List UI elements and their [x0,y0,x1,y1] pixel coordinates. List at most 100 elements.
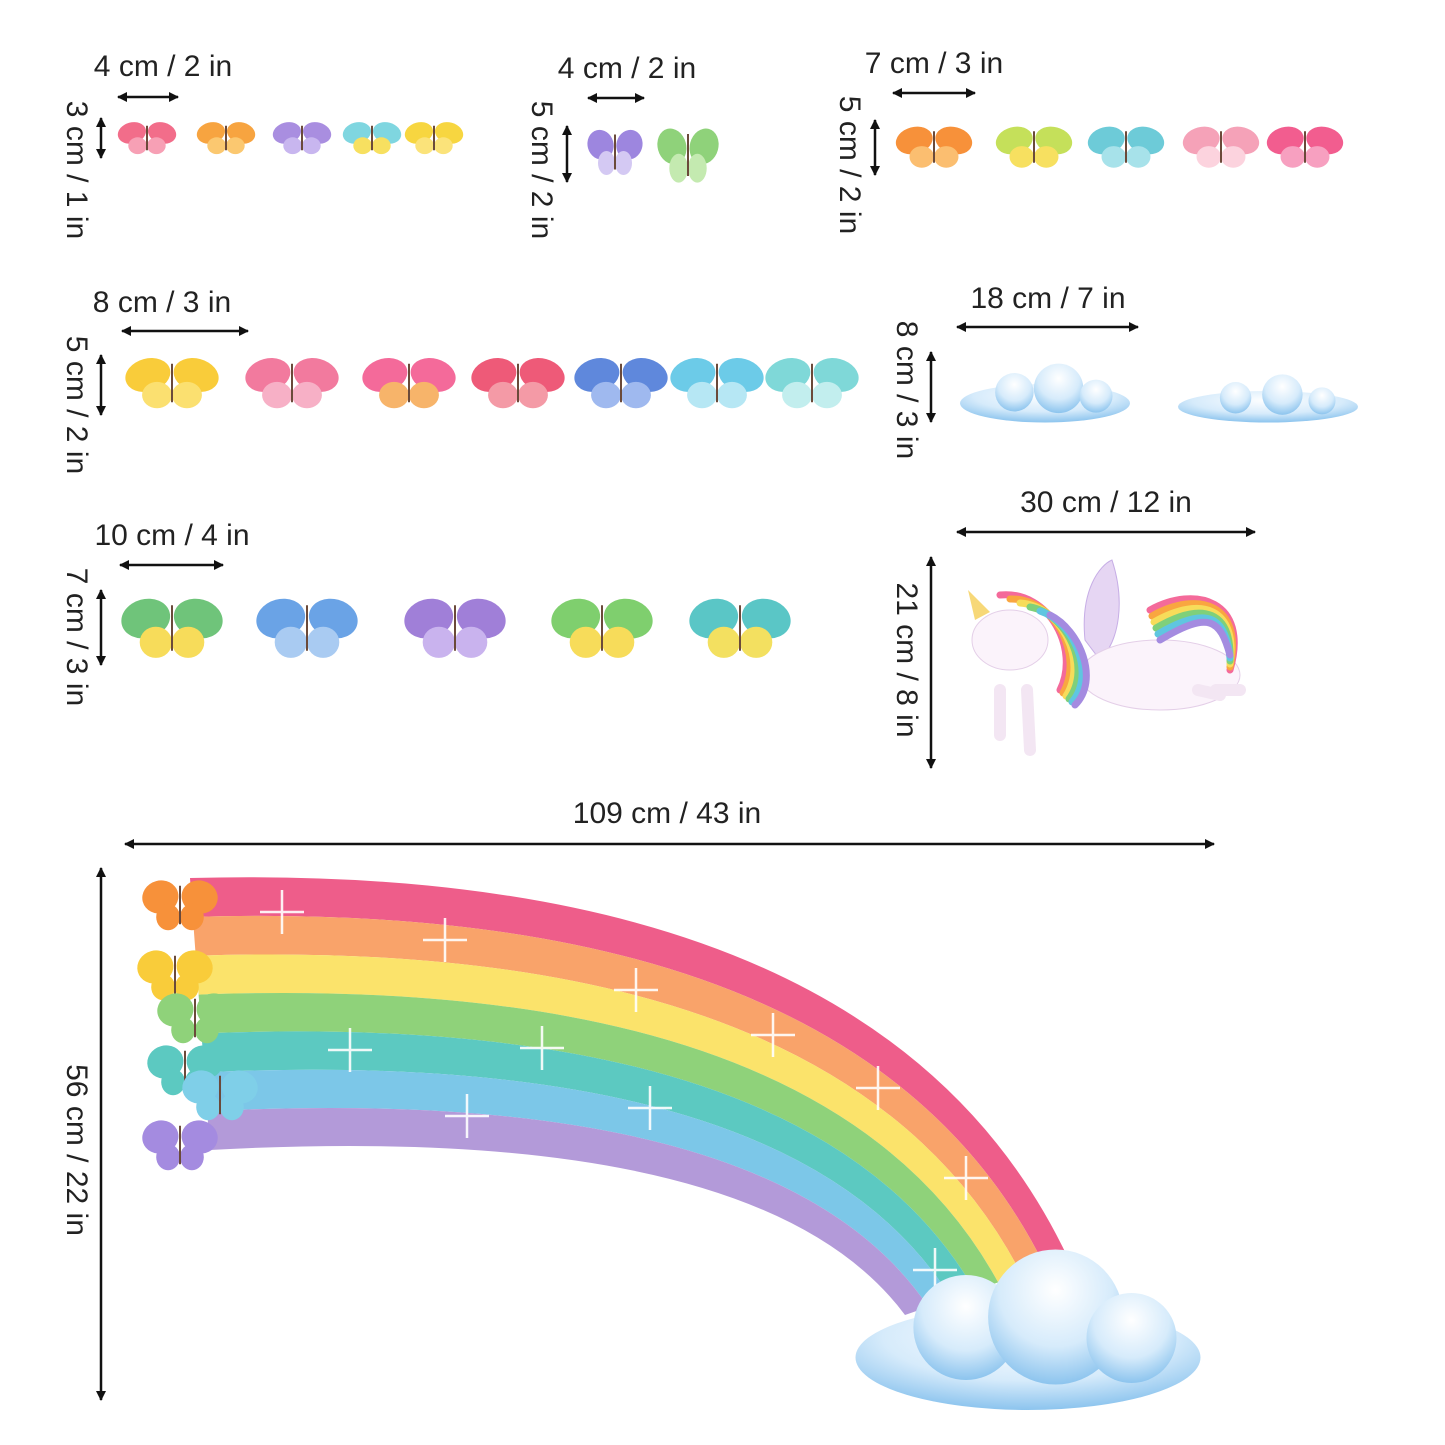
height-label: 21 cm / 8 in [890,582,923,737]
sparkle [260,890,304,934]
wing [598,151,615,175]
butterfly [657,128,719,183]
width-label: 4 cm / 2 in [558,52,696,85]
wing [172,381,202,409]
rainbow-band [207,1107,929,1315]
butterfly [182,1070,258,1121]
wing [139,626,173,658]
wing [621,381,651,409]
butterfly [245,358,339,409]
width-label: 7 cm / 3 in [865,47,1003,80]
mane [1046,611,1090,709]
unicorn [968,559,1246,756]
width-label: 4 cm / 2 in [94,50,232,83]
wing [372,137,391,155]
width-label: 8 cm / 3 in [93,286,231,319]
butterfly [1087,126,1165,168]
butterfly [471,358,565,409]
height-label: 8 cm / 3 in [890,321,923,459]
wing [1280,146,1305,168]
wing [409,381,439,409]
butterfly [117,122,177,155]
butterfly [342,122,402,155]
wing [226,137,245,155]
cloud-part [1033,363,1084,414]
butterfly [1266,126,1344,168]
rainbow-band [201,1031,975,1299]
cloud-part [995,373,1034,412]
wing [195,1016,219,1044]
wing [782,381,812,409]
width-label: 18 cm / 7 in [970,282,1125,315]
sparkle [614,968,658,1012]
height-label: 56 cm / 22 in [60,1064,93,1236]
wing [812,381,842,409]
wing [307,626,340,658]
wing [1196,146,1221,168]
height-label: 5 cm / 2 in [525,101,558,239]
cloud-part [1262,374,1303,415]
wing [518,381,548,409]
butterfly [362,358,456,409]
butterfly [404,598,506,658]
wing [455,626,488,658]
butterfly [142,1120,218,1171]
wing [934,146,959,168]
rainbow-band [204,1069,952,1307]
width-label: 10 cm / 4 in [94,519,249,552]
butterfly [551,598,653,658]
wing [262,381,293,409]
butterfly [125,358,219,409]
cloud [855,1249,1201,1410]
sparkle [751,1013,795,1057]
wing [147,137,166,155]
cloud-part [1086,1293,1177,1383]
wing [909,146,934,168]
wing [669,153,689,183]
sparkle [520,1026,564,1070]
wing [591,381,621,409]
butterfly [670,358,764,409]
wing [172,626,205,658]
wing [415,137,434,155]
butterfly [142,880,218,931]
butterfly [272,122,332,155]
butterfly [574,358,668,409]
height-label: 5 cm / 2 in [60,336,93,474]
wing [196,1093,221,1121]
cloud-part [1308,387,1336,415]
wing [171,1016,196,1044]
wing [688,153,707,183]
wing [302,137,321,155]
rainbow-band [198,992,999,1291]
wing [292,381,322,409]
wing [128,137,147,155]
wing [353,137,372,155]
horn [968,590,990,620]
wing [569,626,602,658]
butterfly [121,598,223,658]
width-label: 109 cm / 43 in [573,797,761,830]
butterfly [689,598,791,658]
head [971,609,1049,671]
height-label: 7 cm / 3 in [60,568,93,706]
cloud [960,363,1130,423]
wing [151,973,176,1001]
sparkle [913,1248,957,1292]
wing [161,1068,186,1096]
butterfly [1182,126,1260,168]
wing [1101,146,1126,168]
tail [1156,618,1234,659]
wing [156,903,181,931]
wing [180,903,204,931]
wing [220,1093,244,1121]
wing [283,137,302,155]
wing [615,151,632,175]
wing [180,1143,204,1171]
wing [274,626,307,658]
cloud-part [1219,382,1252,414]
wing [1009,146,1034,168]
sparkle [944,1156,988,1200]
rainbow-band [190,877,1068,1267]
